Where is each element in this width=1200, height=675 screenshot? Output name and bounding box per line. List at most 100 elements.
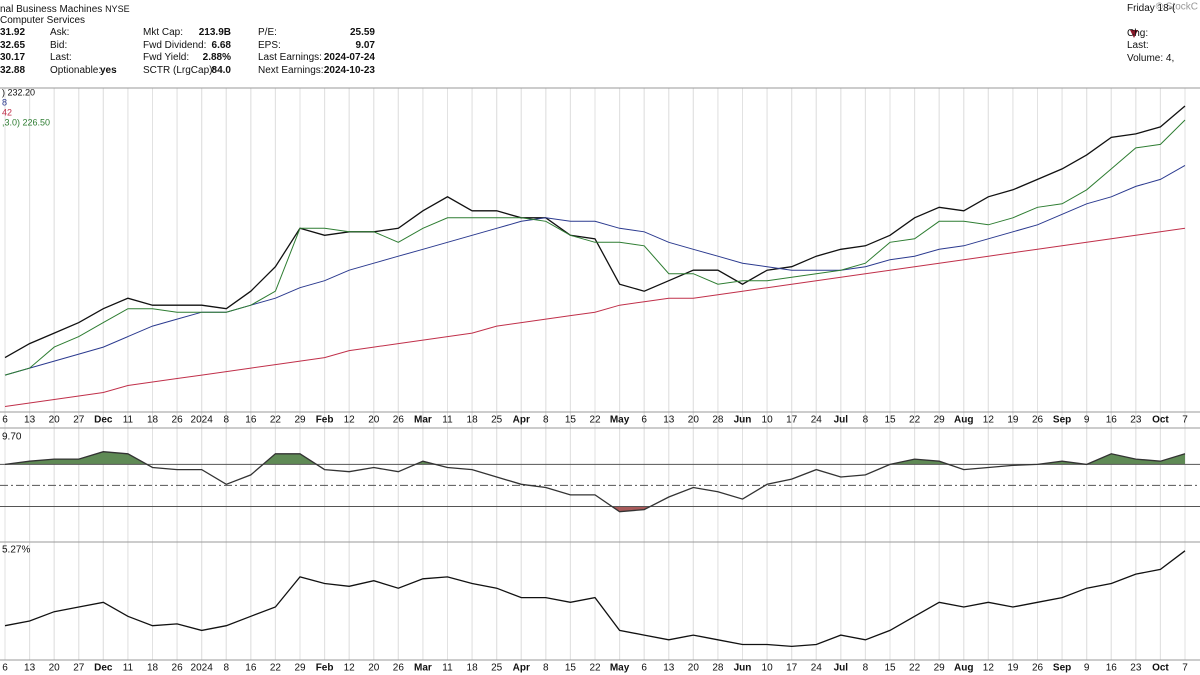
x-tick-label: 27 bbox=[73, 415, 85, 426]
credit: © StockC bbox=[1156, 2, 1198, 13]
panel-label: 9.70 bbox=[2, 432, 22, 443]
x-tick-label: 8 bbox=[543, 415, 549, 426]
info-label: Last Earnings: bbox=[258, 52, 322, 63]
info-text: Volume: 4, bbox=[1127, 52, 1175, 64]
x-tick-label: 25 bbox=[491, 415, 503, 426]
x-tick-label: 15 bbox=[565, 663, 577, 674]
x-tick-label: Mar bbox=[414, 663, 432, 674]
info-value: 25.59 bbox=[349, 27, 375, 38]
x-tick-label: 10 bbox=[762, 663, 774, 674]
info-row: P/E: 25.59 bbox=[258, 27, 375, 40]
x-tick-label: 11 bbox=[442, 415, 453, 426]
quote-label: Bid: bbox=[50, 39, 68, 51]
quote-value: 32.65 bbox=[0, 39, 26, 51]
x-tick-label: 22 bbox=[589, 415, 601, 426]
x-tick-label: 29 bbox=[934, 663, 946, 674]
x-tick-label: 29 bbox=[934, 415, 946, 426]
x-tick-label: Sep bbox=[1053, 415, 1071, 426]
x-tick-label: 8 bbox=[543, 663, 549, 674]
x-tick-label: 8 bbox=[223, 663, 229, 674]
x-tick-label: 24 bbox=[811, 663, 823, 674]
x-tick-label: 29 bbox=[294, 415, 306, 426]
x-tick-label: 12 bbox=[983, 415, 995, 426]
x-tick-label: Mar bbox=[414, 415, 432, 426]
legend-entry: ) 232.20 bbox=[2, 87, 35, 97]
quote-value: 30.17 bbox=[0, 52, 26, 63]
x-tick-label: 28 bbox=[712, 415, 724, 426]
series-line bbox=[4, 451, 1186, 513]
x-tick-label: 6 bbox=[641, 663, 647, 674]
x-tick-label: Feb bbox=[316, 415, 334, 426]
security-name: nal Business Machines NYSE bbox=[0, 3, 130, 17]
x-tick-label: 15 bbox=[884, 415, 896, 426]
info-value: 2.88% bbox=[202, 52, 231, 63]
x-tick-label: 18 bbox=[147, 415, 159, 426]
info-row: Chg: bbox=[1127, 28, 1200, 41]
x-tick-label: 8 bbox=[863, 415, 869, 426]
info-row: 32.65 Bid: bbox=[0, 40, 130, 53]
x-tick-label: 20 bbox=[368, 415, 380, 426]
x-tick-label: 8 bbox=[863, 663, 869, 674]
x-tick-label: 22 bbox=[909, 663, 921, 674]
x-tick-label: Oct bbox=[1152, 415, 1169, 426]
legend-entry: ,3.0) 226.50 bbox=[2, 117, 50, 127]
x-tick-label: 26 bbox=[393, 415, 405, 426]
x-tick-label: 2024 bbox=[191, 663, 214, 674]
x-tick-label: 12 bbox=[344, 663, 356, 674]
fundamentals-block: Mkt Cap: 213.9B Fwd Dividend: 6.68 Fwd Yield… bbox=[143, 27, 231, 77]
x-tick-label: 20 bbox=[688, 663, 700, 674]
info-value: 6.68 bbox=[211, 39, 231, 51]
info-row: Fwd Yield: 2.88% bbox=[143, 52, 231, 65]
x-tick-label: 17 bbox=[786, 663, 798, 674]
x-tick-label: May bbox=[610, 415, 630, 426]
quote-flag: yes bbox=[100, 64, 117, 76]
info-label: SCTR (LrgCap): bbox=[143, 64, 216, 76]
x-tick-label: 26 bbox=[393, 663, 405, 674]
info-row: Friday 18-( bbox=[1127, 3, 1200, 28]
x-tick-label: 23 bbox=[1130, 663, 1142, 674]
x-tick-label: 22 bbox=[270, 415, 282, 426]
x-tick-label: 20 bbox=[49, 663, 61, 674]
legend-entry: 42 bbox=[2, 107, 12, 117]
x-tick-label: 20 bbox=[688, 415, 700, 426]
x-tick-label: 23 bbox=[1130, 415, 1142, 426]
info-label: Fwd Yield: bbox=[143, 52, 190, 63]
earnings-block: P/E: 25.59 EPS: 9.07 Last Earnings: 2024-07-2… bbox=[258, 27, 375, 77]
info-row: SCTR (LrgCap): 84.0 bbox=[143, 65, 231, 78]
info-text: Chg: bbox=[1127, 27, 1149, 39]
x-tick-label: 11 bbox=[442, 663, 453, 674]
info-row: Last: bbox=[1127, 40, 1200, 53]
x-tick-label: 18 bbox=[147, 663, 159, 674]
quote-value: 32.88 bbox=[0, 64, 26, 76]
x-tick-label: 13 bbox=[663, 415, 675, 426]
x-tick-label: 22 bbox=[909, 415, 921, 426]
x-tick-label: Jun bbox=[734, 415, 752, 426]
x-tick-label: Dec bbox=[94, 415, 113, 426]
series-line bbox=[4, 119, 1186, 376]
info-value: 84.0 bbox=[211, 64, 231, 76]
info-row: Volume: 4, bbox=[1127, 53, 1200, 66]
info-row: Fwd Dividend: 6.68 bbox=[143, 40, 231, 53]
x-tick-label: 19 bbox=[1007, 663, 1019, 674]
quote-label: Last: bbox=[50, 52, 72, 63]
x-tick-label: Aug bbox=[954, 415, 973, 426]
info-row: 31.92 Ask: bbox=[0, 27, 130, 40]
x-tick-label: May bbox=[610, 663, 630, 674]
x-tick-label: 25 bbox=[491, 663, 503, 674]
x-tick-label: Apr bbox=[513, 663, 530, 674]
info-label: Next Earnings: bbox=[258, 64, 324, 76]
series-line bbox=[4, 105, 1186, 359]
x-tick-label: 20 bbox=[49, 415, 61, 426]
overbought-fill bbox=[5, 451, 1185, 465]
panel-label: 5.27% bbox=[2, 545, 30, 556]
info-value: 213.9B bbox=[198, 27, 231, 38]
x-tick-label: 6 bbox=[2, 415, 8, 426]
info-label: Mkt Cap: bbox=[143, 27, 184, 38]
quote-label: Optionable: bbox=[50, 64, 102, 76]
info-row: EPS: 9.07 bbox=[258, 40, 375, 53]
x-tick-label: 16 bbox=[245, 415, 257, 426]
x-tick-label: 15 bbox=[884, 663, 896, 674]
x-tick-label: 19 bbox=[1007, 415, 1019, 426]
x-tick-label: 16 bbox=[1106, 415, 1118, 426]
